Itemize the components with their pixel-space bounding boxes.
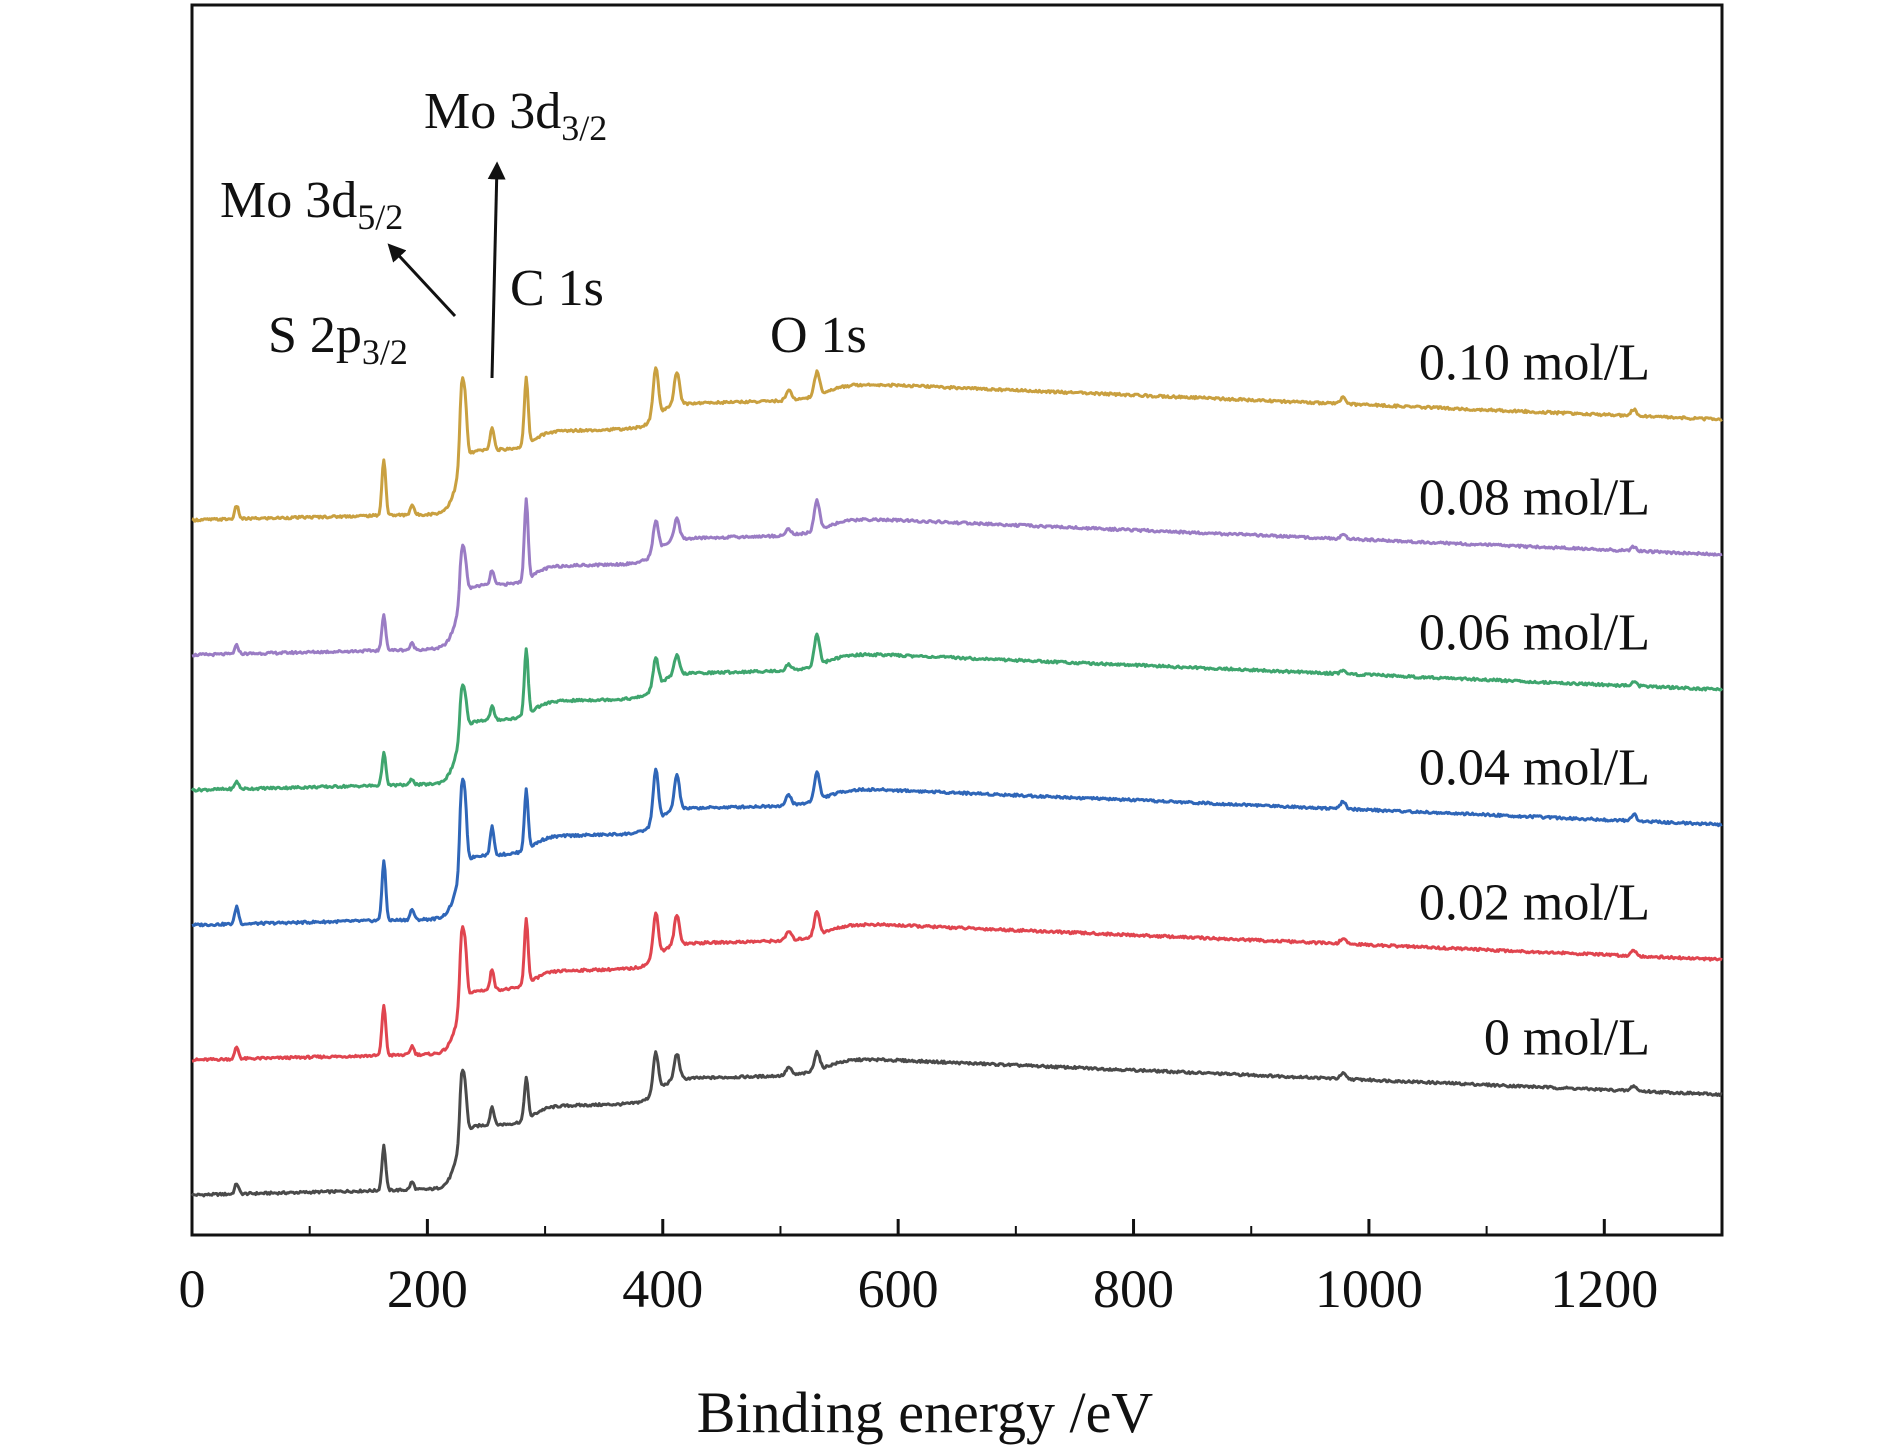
mo-3d32-arrow bbox=[487, 161, 506, 379]
series-labels: 0 mol/L 0.02 mol/L 0.04 mol/L 0.06 mol/L 0.0… bbox=[1419, 335, 1650, 1067]
x-axis-title: Binding energy /eV bbox=[697, 1380, 1154, 1445]
series-line-0-08-mol-l bbox=[191, 497, 1723, 658]
x-axis-ticks: 0 200 400 600 800 1000 1200 bbox=[179, 1219, 1658, 1319]
series-label-0-mol-l: 0 mol/L bbox=[1484, 1010, 1650, 1067]
series-line-0-mol-l bbox=[190, 1049, 1723, 1198]
series-line-0-10-mol-l bbox=[191, 366, 1723, 523]
x-tick-label: 600 bbox=[858, 1259, 939, 1319]
series-line-0-02-mol-l bbox=[191, 910, 1723, 1063]
series-layer bbox=[190, 366, 1724, 1198]
peak-label-c-1s: C 1s bbox=[510, 260, 604, 317]
series-label-0-06-mol-l: 0.06 mol/L bbox=[1419, 605, 1650, 662]
series-label-0-08-mol-l: 0.08 mol/L bbox=[1419, 470, 1650, 527]
series-label-0-02-mol-l: 0.02 mol/L bbox=[1419, 875, 1650, 932]
peak-label-s-2p-3-2: S 2p3/2 bbox=[268, 307, 408, 372]
series-label-0-04-mol-l: 0.04 mol/L bbox=[1419, 740, 1650, 797]
x-tick-label: 200 bbox=[387, 1259, 468, 1319]
x-tick-label: 1000 bbox=[1315, 1259, 1423, 1319]
peak-label-o-1s: O 1s bbox=[770, 307, 867, 364]
plot-frame bbox=[190, 3, 1724, 1237]
peak-label-mo-3d-5-2: Mo 3d5/2 bbox=[220, 172, 403, 237]
peak-label-mo-3d-3-2: Mo 3d3/2 bbox=[424, 83, 607, 148]
x-tick-label: 400 bbox=[622, 1259, 703, 1319]
mo-3d52-arrow bbox=[387, 243, 457, 318]
series-line-0-04-mol-l bbox=[191, 767, 1723, 928]
x-tick-label: 800 bbox=[1093, 1259, 1174, 1319]
x-tick-label: 0 bbox=[179, 1259, 206, 1319]
series-line-0-06-mol-l bbox=[190, 632, 1724, 793]
x-tick-label: 1200 bbox=[1550, 1259, 1658, 1319]
series-label-0-10-mol-l: 0.10 mol/L bbox=[1419, 335, 1650, 392]
peak-annotations: S 2p3/2 Mo 3d5/2 Mo 3d3/2 C 1s O 1s bbox=[220, 83, 867, 372]
